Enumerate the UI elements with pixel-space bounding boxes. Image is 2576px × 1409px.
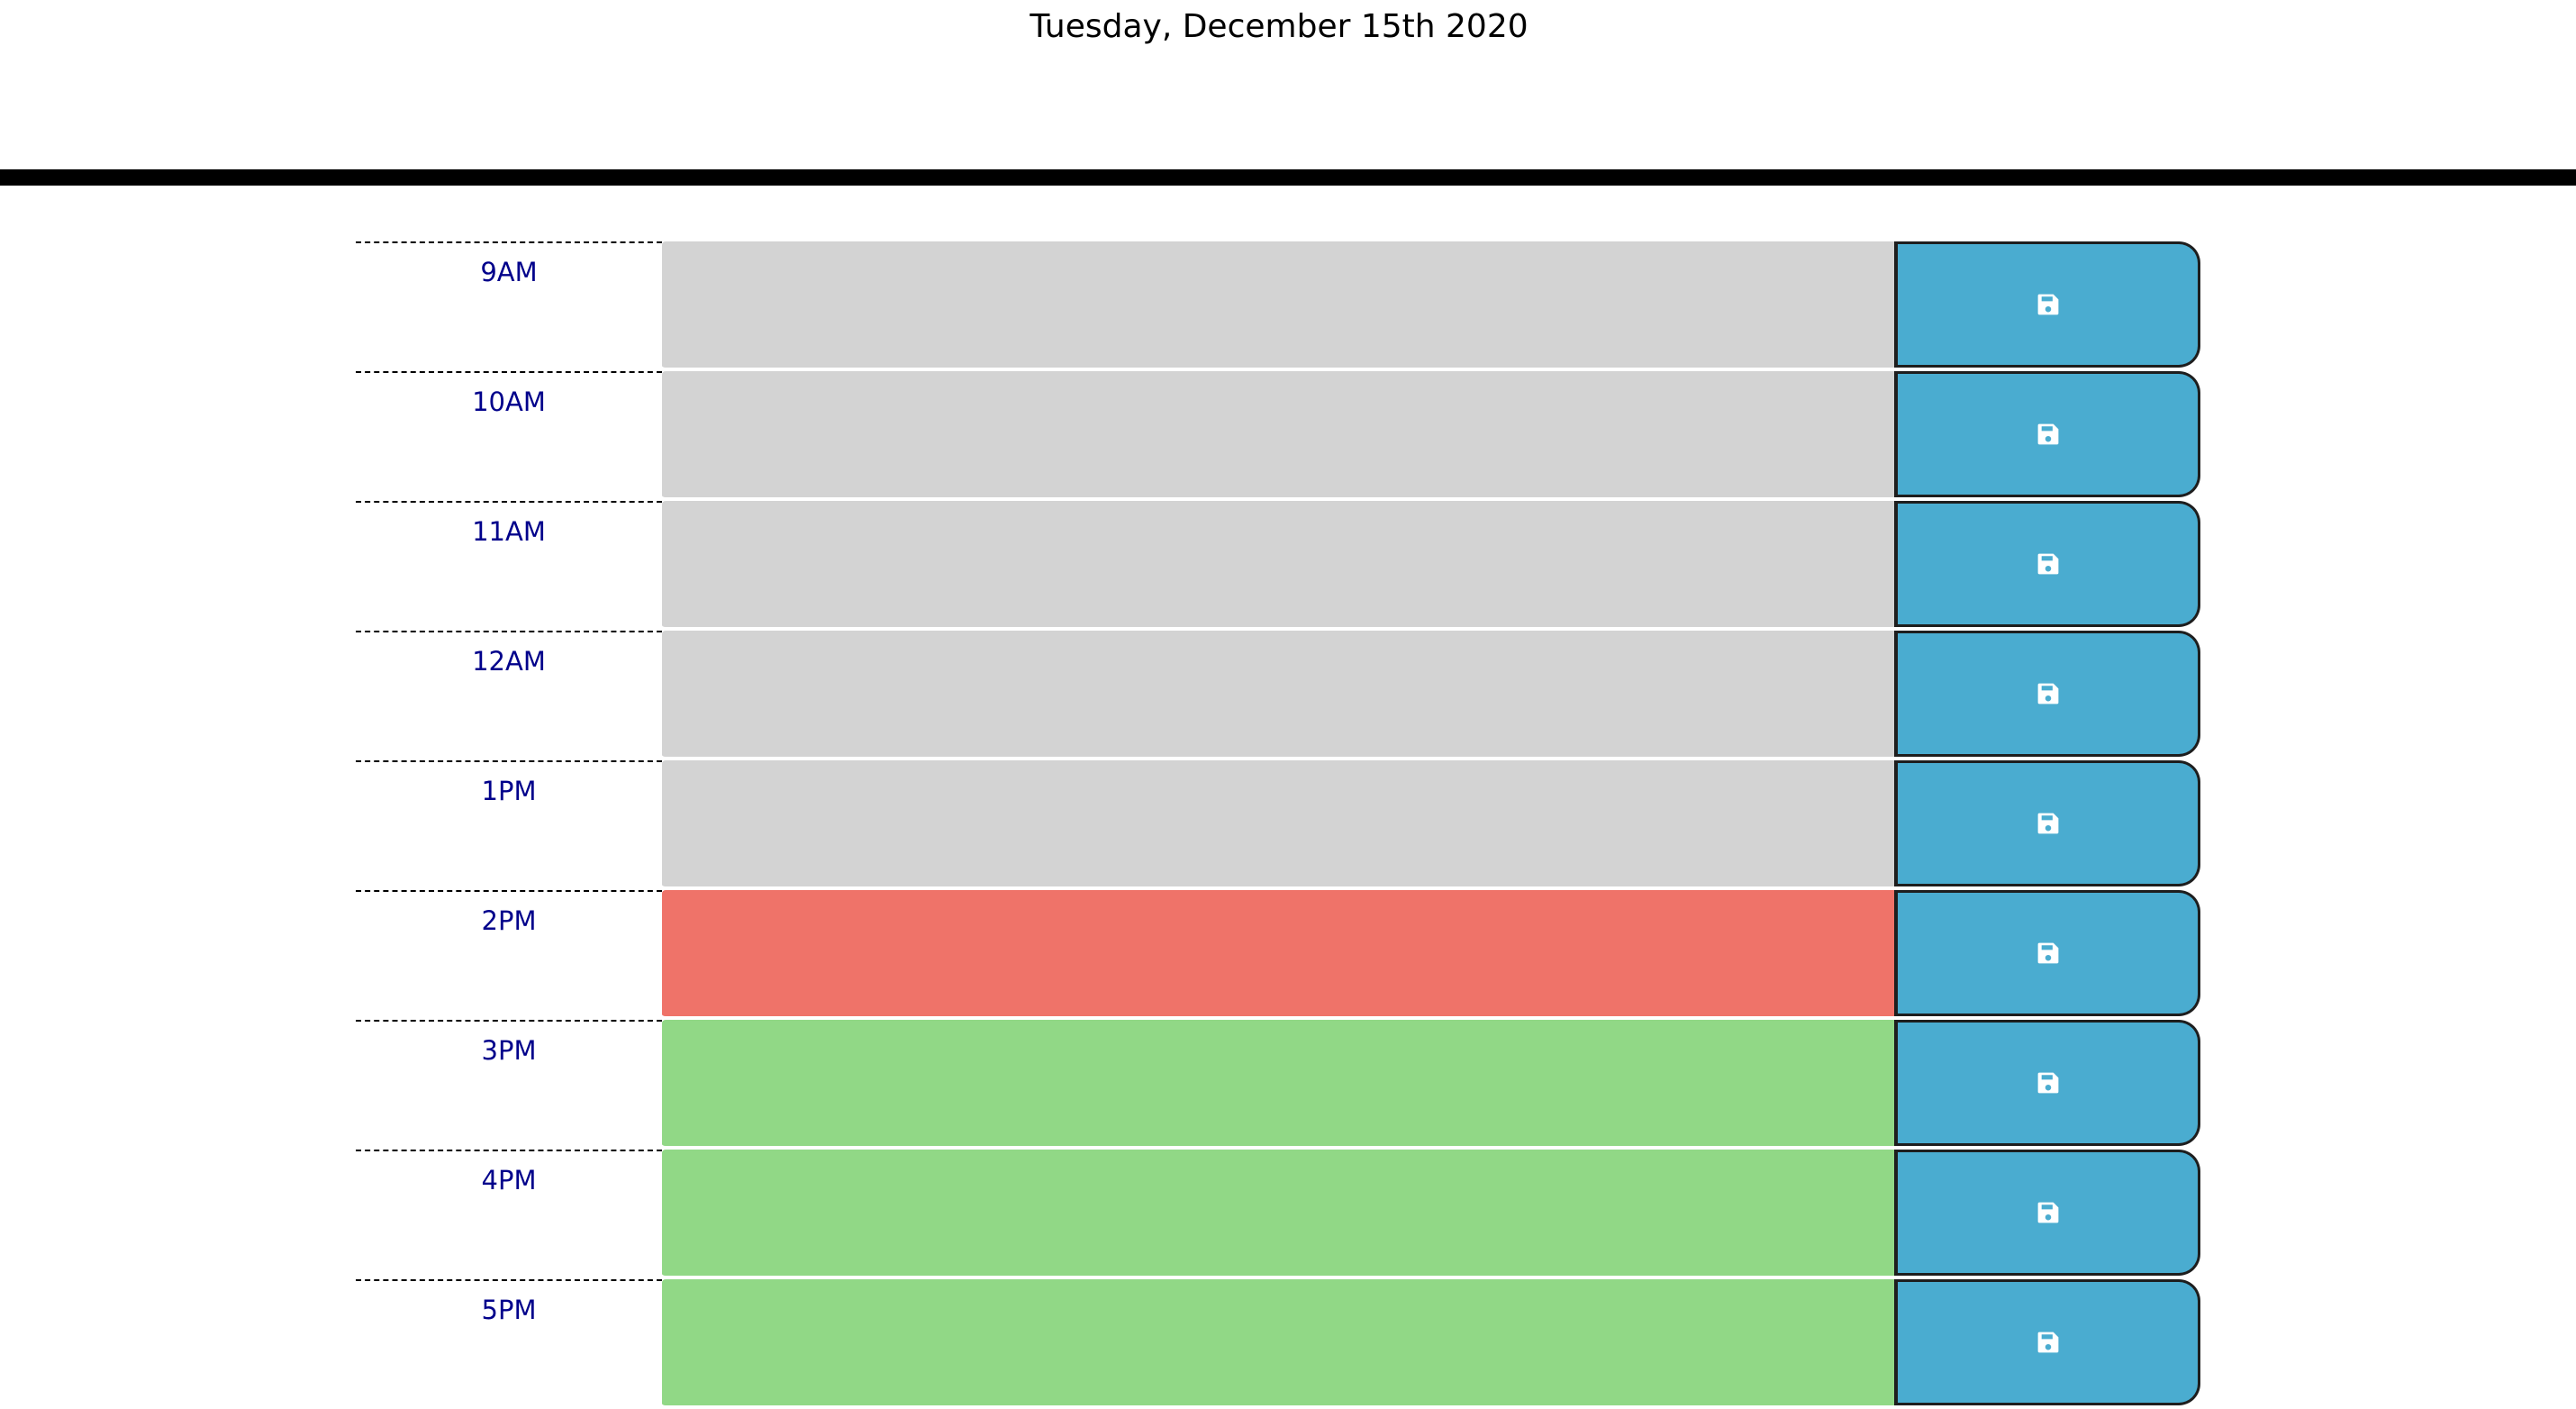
hour-planner: 9AM 10AM 11AM 12AM 1PM 2PM (356, 241, 2200, 1409)
jumbotron-header: Tuesday, December 15th 2020 (0, 0, 2576, 186)
current-date: Tuesday, December 15th 2020 (1029, 8, 1528, 45)
time-block-row: 9AM (356, 241, 2200, 371)
task-input[interactable] (662, 631, 1894, 759)
save-icon (2037, 1202, 2058, 1223)
hour-label: 12AM (356, 631, 662, 760)
hour-label: 9AM (356, 241, 662, 371)
save-icon (2037, 942, 2058, 964)
hour-label: 2PM (356, 890, 662, 1020)
save-icon (2037, 683, 2058, 704)
hour-label: 11AM (356, 501, 662, 631)
hour-label: 4PM (356, 1150, 662, 1279)
hour-label: 3PM (356, 1020, 662, 1150)
hour-label: 10AM (356, 371, 662, 501)
time-block-row: 11AM (356, 501, 2200, 631)
task-input[interactable] (662, 501, 1894, 629)
task-input[interactable] (662, 1020, 1894, 1148)
save-button[interactable] (1894, 241, 2200, 368)
save-icon (2037, 813, 2058, 834)
header-divider (0, 169, 2576, 186)
time-block-row: 4PM (356, 1150, 2200, 1279)
time-block-row: 3PM (356, 1020, 2200, 1150)
save-icon (2037, 294, 2058, 315)
task-input[interactable] (662, 241, 1894, 369)
task-input[interactable] (662, 890, 1894, 1018)
task-input[interactable] (662, 1150, 1894, 1277)
save-icon (2037, 553, 2058, 575)
hour-label: 1PM (356, 760, 662, 890)
save-button[interactable] (1894, 631, 2200, 757)
save-button[interactable] (1894, 501, 2200, 627)
task-input[interactable] (662, 371, 1894, 499)
save-button[interactable] (1894, 371, 2200, 497)
save-icon (2037, 423, 2058, 445)
save-button[interactable] (1894, 890, 2200, 1016)
time-block-row: 5PM (356, 1279, 2200, 1409)
task-input[interactable] (662, 760, 1894, 888)
time-block-row: 10AM (356, 371, 2200, 501)
time-block-row: 12AM (356, 631, 2200, 760)
save-button[interactable] (1894, 1020, 2200, 1146)
save-button[interactable] (1894, 1150, 2200, 1276)
save-button[interactable] (1894, 1279, 2200, 1405)
save-icon (2037, 1332, 2058, 1353)
hour-label: 5PM (356, 1279, 662, 1409)
save-button[interactable] (1894, 760, 2200, 886)
save-icon (2037, 1072, 2058, 1094)
time-block-row: 1PM (356, 760, 2200, 890)
time-block-row: 2PM (356, 890, 2200, 1020)
task-input[interactable] (662, 1279, 1894, 1407)
